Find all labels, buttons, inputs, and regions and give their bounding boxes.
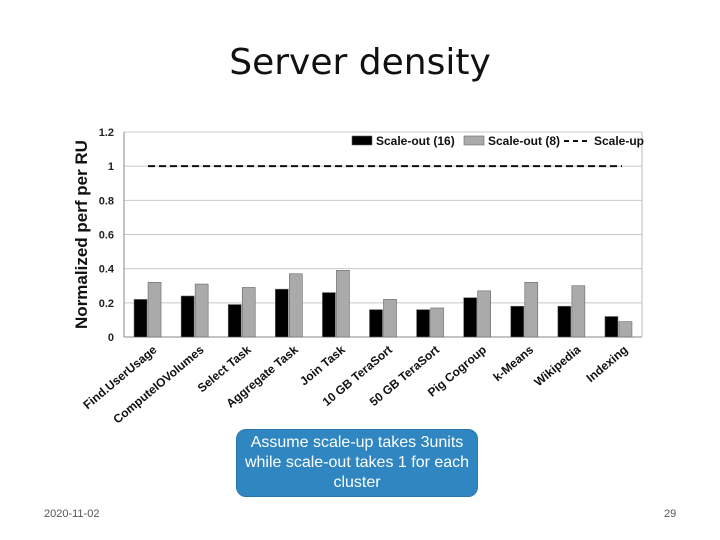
x-tick-label: Wikipedia (531, 342, 583, 389)
bar-scale-out-16 (133, 299, 148, 338)
bar-scale-out-16 (416, 309, 430, 338)
bar-scale-out-8 (524, 282, 539, 338)
x-tick-label: k-Means (490, 342, 536, 384)
y-tick-label: 0.8 (99, 195, 114, 207)
x-tick-label: ComputeIOVolumes (110, 342, 206, 426)
bar-scale-out-8 (571, 285, 586, 338)
legend-label: Scale-out (16) (376, 134, 455, 148)
legend-label: Scale-out (8) (488, 134, 560, 148)
y-tick-label: 1.2 (99, 127, 114, 139)
bar-scale-out-8 (477, 290, 491, 338)
y-tick-label: 1 (108, 161, 114, 173)
bar-scale-out-16 (463, 297, 477, 338)
bar-scale-out-8 (194, 283, 209, 338)
bar-scale-out-16 (369, 309, 383, 338)
legend-swatch-scale-out-16 (351, 135, 373, 146)
bar-scale-out-8 (147, 282, 162, 338)
bar-scale-out-8 (618, 321, 633, 338)
bar-scale-out-8 (241, 287, 256, 338)
bar-scale-out-16 (275, 288, 289, 338)
assumption-callout: Assume scale-up takes 3units while scale… (236, 429, 478, 497)
bar-scale-out-8 (336, 270, 350, 338)
slide-title: Server density (229, 42, 491, 83)
bar-scale-out-16 (557, 305, 572, 338)
y-tick-label: 0.6 (99, 230, 114, 242)
bar-scale-out-16 (227, 304, 242, 338)
bar-scale-out-16 (180, 295, 195, 338)
y-tick-label: 0.2 (99, 298, 114, 310)
bar-scale-out-8 (289, 273, 303, 338)
footer-date: 2020-11-02 (44, 508, 100, 520)
x-tick-label: Indexing (584, 343, 631, 385)
bar-scale-out-16 (604, 316, 619, 338)
bar-scale-out-16 (322, 292, 336, 338)
bar-scale-out-8 (383, 299, 397, 338)
bar-scale-out-8 (430, 307, 444, 338)
y-axis-label: Normalized perf per RU (72, 140, 91, 329)
legend-swatch-scale-out-8 (463, 135, 485, 146)
y-tick-label: 0.4 (99, 264, 115, 276)
page-number: 29 (664, 508, 677, 520)
bar-scale-out-16 (510, 305, 525, 338)
legend-label: Scale-up (594, 134, 644, 148)
y-tick-label: 0 (108, 332, 114, 344)
